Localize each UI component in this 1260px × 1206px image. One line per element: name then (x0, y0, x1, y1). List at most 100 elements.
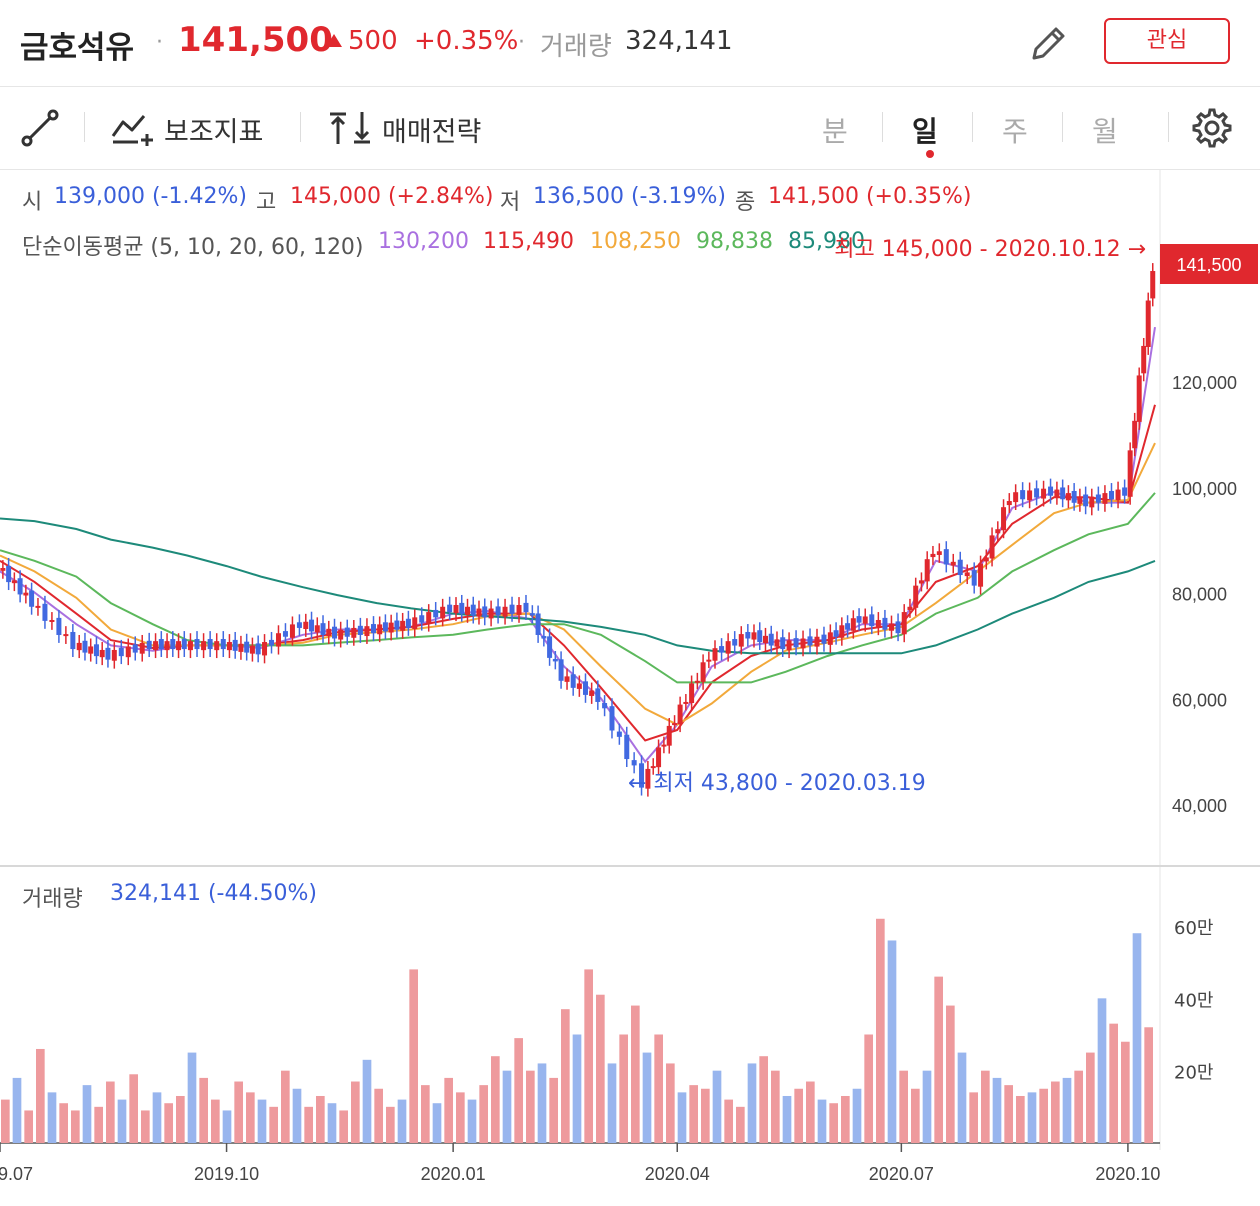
candle-body (49, 619, 55, 622)
volume-bar (911, 1088, 920, 1143)
candle-body (249, 645, 255, 654)
volume-bar (759, 1056, 768, 1143)
low-label: 저 (500, 190, 521, 215)
pencil-icon[interactable] (1024, 22, 1070, 68)
volume-bar (444, 1077, 453, 1143)
candle-body (924, 559, 930, 582)
toolbar-divider (84, 112, 85, 142)
volume-bar (12, 1077, 22, 1143)
candle-body (1102, 493, 1108, 504)
candle-body (364, 626, 370, 637)
candle-body (780, 637, 786, 650)
volume-bar (549, 1077, 558, 1143)
candle-body (719, 646, 725, 653)
candle-body (1027, 490, 1033, 501)
high-label: 고 (256, 190, 277, 215)
current-price-tag-label: 141,500 (1176, 255, 1241, 275)
volume-bar (129, 1074, 138, 1143)
moving-average-line (0, 442, 1156, 726)
chart-toolbar (0, 87, 1260, 170)
volume-value: 324,141 (625, 26, 733, 56)
candle-body (88, 646, 94, 654)
candle-body (181, 639, 187, 650)
volume-bar (304, 1106, 313, 1143)
gear-icon[interactable] (1190, 106, 1234, 150)
indicator-icon[interactable] (110, 108, 154, 148)
volume-bar (1004, 1085, 1013, 1143)
candle-body (950, 561, 956, 566)
volume-bar (572, 1034, 582, 1143)
candle-body (412, 617, 418, 629)
candle-body (459, 602, 465, 614)
candle-body (918, 580, 924, 584)
x-axis-tick-label: 2020.04 (645, 1164, 710, 1184)
candle-body (419, 615, 425, 623)
toolbar-divider (1062, 112, 1063, 142)
volume-bar (794, 1088, 803, 1143)
candle-body (725, 641, 731, 654)
volume-bar (432, 1103, 442, 1143)
strategy-button[interactable]: 매매전략 (382, 117, 482, 148)
indicator-button[interactable]: 보조지표 (164, 117, 264, 148)
volume-bar (841, 1095, 850, 1143)
volume-bar (876, 918, 885, 1143)
candle-body (552, 658, 558, 662)
candle-body (314, 625, 320, 633)
candle-body (989, 535, 995, 559)
candle-body (320, 623, 326, 635)
candle-body (447, 604, 453, 613)
watchlist-button[interactable]: 관심 (1104, 18, 1230, 64)
candle-body (547, 636, 553, 658)
buy-sell-arrows-icon[interactable] (326, 108, 374, 148)
candle-body (0, 568, 6, 571)
volume-bar (59, 1103, 68, 1143)
volume-bar (607, 1063, 617, 1143)
candle-body (602, 703, 608, 709)
candle-body (488, 608, 494, 619)
volume-bar (1144, 1027, 1153, 1143)
candle-body (576, 683, 582, 689)
candle-body (170, 639, 176, 650)
candle-body (426, 612, 432, 624)
candle-body (23, 592, 29, 596)
volume-bar (922, 1070, 932, 1143)
volume-bar (141, 1110, 150, 1143)
candle-body (282, 631, 288, 637)
candle-body (1013, 492, 1019, 503)
candle-body (453, 605, 459, 614)
candle-body (901, 612, 907, 635)
volume-bar (94, 1106, 103, 1143)
volume-bar (1097, 998, 1107, 1143)
candle-body (732, 639, 738, 646)
period-week-tab[interactable]: 주 (1002, 115, 1028, 148)
candle-body (371, 624, 377, 634)
candle-body (1060, 487, 1066, 500)
draw-line-icon[interactable] (20, 108, 60, 148)
volume-bar (1074, 1070, 1083, 1143)
volume-bar (257, 1099, 267, 1143)
candle-body (482, 606, 488, 618)
candle-body (913, 585, 919, 608)
candle-body (244, 641, 250, 653)
volume-bar (339, 1110, 348, 1143)
volume-bar (316, 1095, 325, 1143)
candle-body (1071, 490, 1077, 503)
candle-body (943, 549, 949, 565)
period-month-tab[interactable]: 월 (1092, 115, 1118, 148)
volume-bar (467, 1099, 477, 1143)
volume-bar (806, 1081, 815, 1143)
candle-body (1020, 490, 1026, 500)
candle-body (814, 636, 820, 647)
candle-body (570, 674, 576, 688)
current-price-tag (1160, 244, 1258, 284)
period-minute-tab[interactable]: 분 (822, 115, 848, 148)
candle-body (616, 731, 622, 737)
period-day-tab[interactable]: 일 (912, 115, 938, 148)
x-axis-tick-label: 19.07 (0, 1164, 33, 1184)
candle-body (400, 620, 406, 631)
candle-body (146, 640, 152, 650)
candle-body (1115, 489, 1121, 501)
volume-bar (1051, 1081, 1060, 1143)
volume-bar (502, 1070, 512, 1143)
